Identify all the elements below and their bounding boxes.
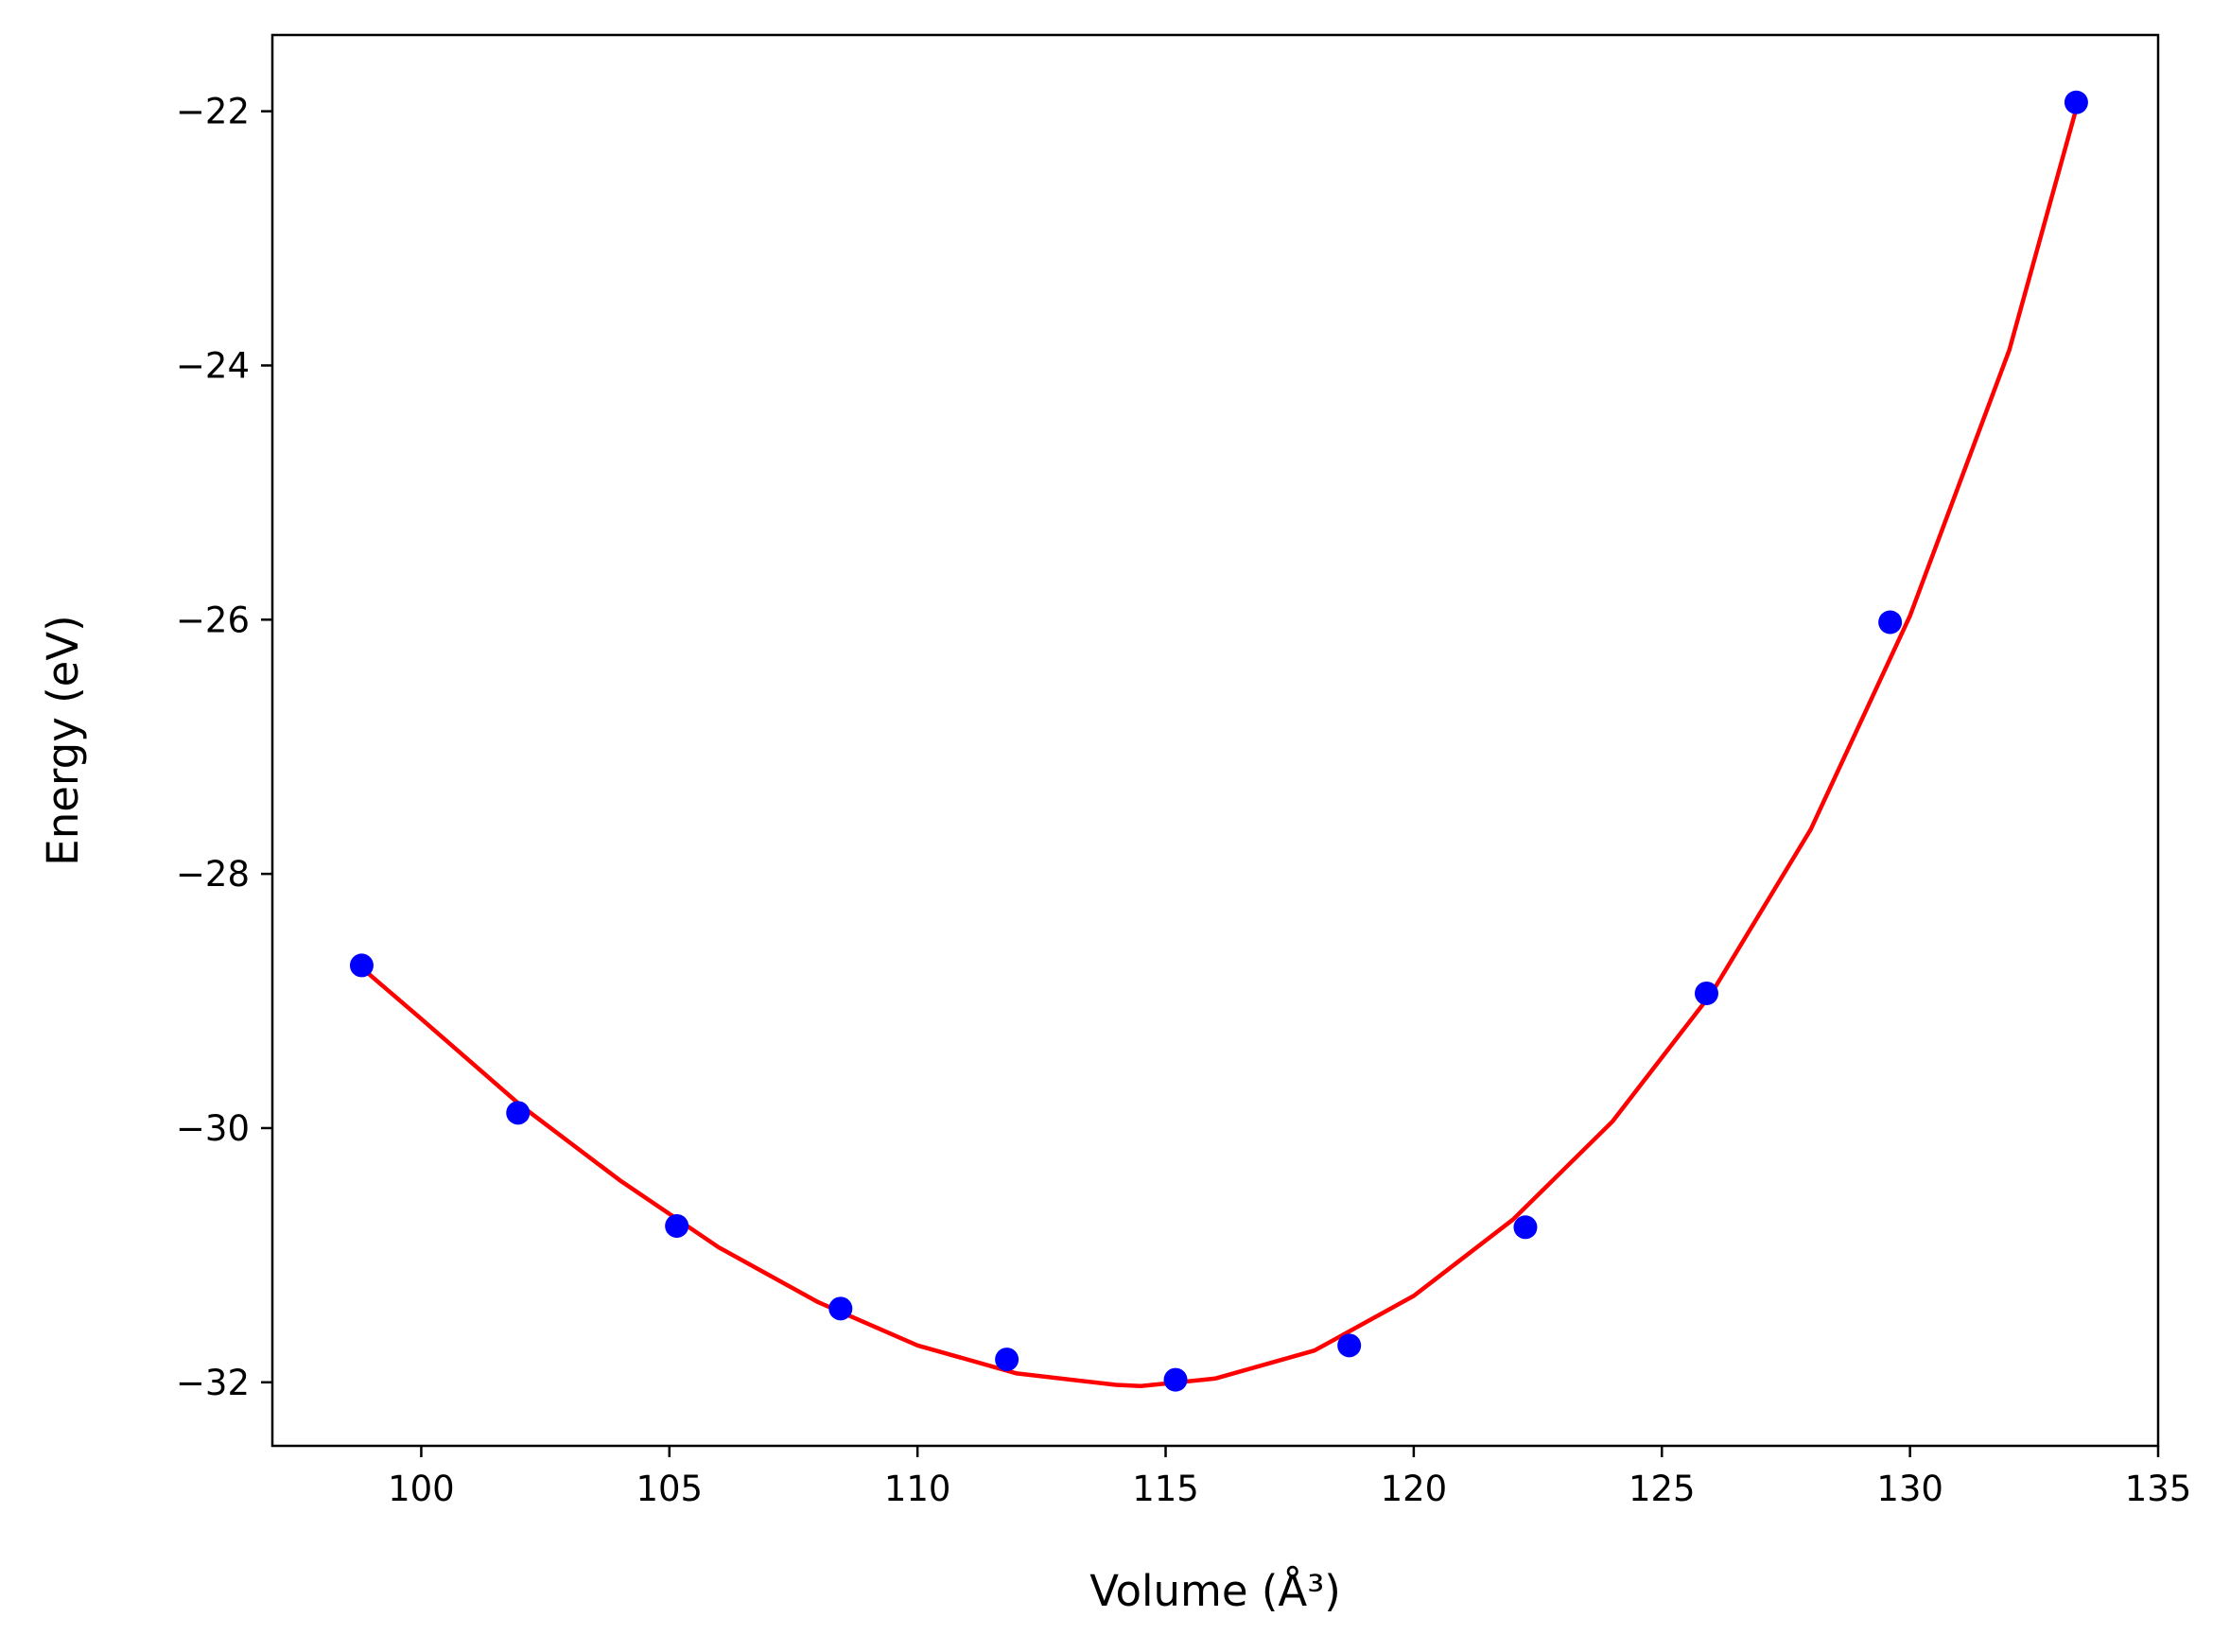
data-point [1694,981,1718,1005]
x-tick-label: 125 [1629,1469,1696,1509]
x-axis: 100 105 110 115 120 125 130 135 [388,1446,2191,1509]
data-point [1513,1215,1538,1240]
x-tick-label: 100 [388,1469,455,1509]
x-tick-label: 115 [1132,1469,1199,1509]
data-point [665,1213,689,1238]
x-tick-label: 130 [1876,1469,1943,1509]
data-point [828,1296,853,1321]
y-tick-label: −24 [176,345,250,386]
x-tick-label: 135 [2125,1469,2192,1509]
plot-area-background [272,35,2158,1446]
data-point [1163,1367,1188,1392]
plot-frame [270,33,2160,1448]
x-axis-label: Volume (Å³) [1089,1566,1341,1616]
y-tick-label: −32 [176,1363,250,1403]
x-tick-label: 120 [1381,1469,1448,1509]
x-tick-label: 105 [636,1469,703,1509]
y-tick-label: −28 [176,854,250,895]
data-point [349,953,374,978]
data-point [1337,1333,1362,1358]
y-tick-label: −22 [176,92,250,132]
y-axis-label: Energy (eV) [38,615,88,865]
data-points-layer [349,90,2088,1392]
data-point [1878,610,1903,635]
y-tick-label: −26 [176,600,250,640]
y-axis: −32 −30 −28 −26 −24 −22 [176,92,272,1403]
x-tick-label: 110 [884,1469,951,1509]
data-point [995,1348,1019,1372]
data-point [2064,90,2088,114]
y-tick-label: −30 [176,1108,250,1149]
data-point [506,1101,531,1125]
